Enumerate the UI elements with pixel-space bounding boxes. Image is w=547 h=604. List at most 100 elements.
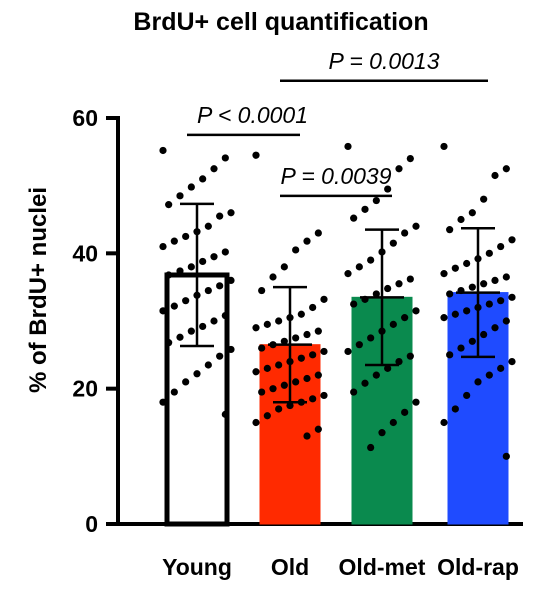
- data-point: [395, 280, 403, 288]
- data-point: [204, 361, 212, 369]
- data-point: [303, 374, 311, 383]
- data-point: [227, 276, 235, 284]
- data-point: [367, 256, 375, 264]
- data-point: [263, 412, 271, 420]
- data-point: [406, 352, 414, 360]
- data-point: [221, 311, 229, 320]
- data-point: [350, 388, 358, 396]
- data-point: [320, 391, 328, 400]
- data-point: [176, 333, 184, 341]
- data-point: [204, 286, 212, 295]
- data-point: [344, 142, 352, 151]
- data-point: [258, 388, 266, 396]
- significance-annotations: P < 0.0001 P = 0.0039 P = 0.0013: [187, 48, 488, 198]
- category-label-young: Young: [162, 554, 232, 580]
- error-bars: [175, 202, 500, 404]
- comparison-label: P < 0.0001: [197, 102, 308, 128]
- data-point: [480, 280, 488, 288]
- data-point: [275, 317, 283, 325]
- data-point: [227, 209, 235, 217]
- y-ticks: 0 20 40 60: [72, 105, 118, 537]
- category-label-old-met: Old-met: [339, 554, 426, 580]
- data-point: [159, 146, 167, 155]
- data-point: [491, 171, 499, 180]
- data-point: [502, 317, 510, 325]
- data-point: [355, 263, 363, 271]
- data-point: [182, 232, 190, 241]
- data-point: [440, 142, 448, 151]
- data-point: [204, 222, 212, 230]
- data-point: [165, 201, 173, 209]
- data-point: [497, 364, 505, 372]
- data-point: [269, 385, 277, 393]
- data-point: [344, 347, 352, 356]
- data-point: [170, 388, 178, 396]
- data-point: [216, 212, 224, 220]
- data-point: [309, 303, 317, 312]
- data-point: [440, 418, 448, 427]
- data-point: [457, 215, 465, 224]
- y-axis-label: % of BrdU+ nuclei: [25, 187, 52, 393]
- data-point: [227, 345, 235, 354]
- data-point: [361, 379, 369, 387]
- data-point: [468, 337, 476, 345]
- data-point: [221, 154, 229, 162]
- data-point: [389, 239, 397, 247]
- data-point: [372, 290, 380, 298]
- data-point: [463, 391, 471, 400]
- data-point: [297, 354, 305, 362]
- bars: [164, 272, 509, 527]
- data-point: [440, 270, 448, 278]
- data-point: [406, 275, 414, 283]
- data-point: [446, 290, 454, 298]
- data-point: [497, 297, 505, 305]
- chart-title: BrdU+ cell quantification: [133, 8, 428, 36]
- data-point: [210, 253, 218, 261]
- data-point: [344, 270, 352, 278]
- data-point: [252, 418, 260, 427]
- data-point: [252, 368, 260, 376]
- data-point: [199, 257, 207, 266]
- data-point: [221, 410, 229, 418]
- data-point: [303, 330, 311, 339]
- data-point: [199, 322, 207, 331]
- data-point: [297, 310, 305, 318]
- data-point: [491, 324, 499, 332]
- data-point: [210, 165, 218, 173]
- y-tick-label: 60: [72, 105, 98, 131]
- data-point: [269, 273, 277, 281]
- data-point: [401, 229, 409, 237]
- data-point: [210, 317, 218, 325]
- data-point: [314, 371, 322, 379]
- data-points: [159, 142, 516, 460]
- data-point: [508, 293, 516, 301]
- data-point: [395, 165, 403, 173]
- data-point: [187, 263, 195, 271]
- data-point: [372, 196, 380, 205]
- data-point: [508, 358, 516, 366]
- data-point: [176, 267, 184, 275]
- data-point: [446, 351, 454, 359]
- data-point: [187, 183, 195, 191]
- data-point: [502, 165, 510, 173]
- data-point: [474, 378, 482, 386]
- data-point: [451, 310, 459, 318]
- data-point: [216, 282, 224, 290]
- data-point: [280, 381, 288, 389]
- data-point: [384, 284, 392, 293]
- data-point: [187, 327, 195, 335]
- data-point: [170, 302, 178, 310]
- data-point: [176, 192, 184, 200]
- data-point: [451, 405, 459, 413]
- y-tick-label: 40: [72, 240, 98, 266]
- data-point: [491, 276, 499, 284]
- data-point: [292, 378, 300, 386]
- data-point: [463, 307, 471, 315]
- data-point: [485, 371, 493, 379]
- comparison-label: P = 0.0039: [280, 163, 391, 189]
- data-point: [193, 370, 201, 378]
- data-point: [508, 236, 516, 244]
- data-point: [451, 264, 459, 272]
- data-point: [350, 300, 358, 308]
